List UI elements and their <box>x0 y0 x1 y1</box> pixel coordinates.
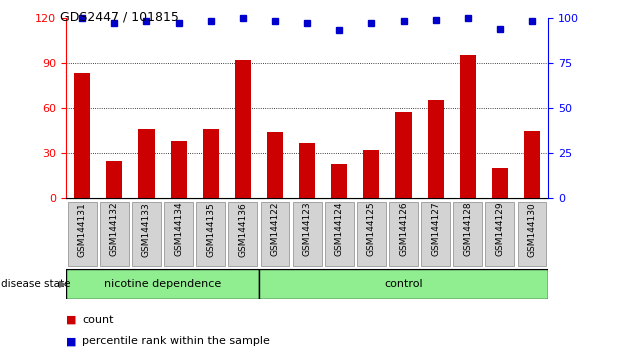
Bar <box>518 202 546 266</box>
Text: GDS2447 / 101815: GDS2447 / 101815 <box>60 11 179 24</box>
Bar <box>293 202 321 266</box>
Bar <box>197 202 225 266</box>
Bar <box>235 60 251 198</box>
Bar <box>460 55 476 198</box>
Text: GSM144123: GSM144123 <box>302 202 312 256</box>
Text: percentile rank within the sample: percentile rank within the sample <box>82 336 270 346</box>
Text: GSM144131: GSM144131 <box>77 202 87 257</box>
Bar <box>203 129 219 198</box>
Bar <box>74 73 90 198</box>
Text: GSM144133: GSM144133 <box>142 202 151 257</box>
Bar <box>389 202 418 266</box>
Bar <box>139 129 154 198</box>
Bar <box>100 202 129 266</box>
Bar <box>524 131 540 198</box>
Bar <box>68 202 96 266</box>
Text: ■: ■ <box>66 336 77 346</box>
Bar <box>428 101 444 198</box>
Bar <box>364 150 379 198</box>
Bar <box>164 202 193 266</box>
Bar <box>261 202 289 266</box>
Bar <box>331 164 347 198</box>
Text: GSM144126: GSM144126 <box>399 202 408 256</box>
Bar <box>486 202 514 266</box>
Text: ▶: ▶ <box>59 279 66 289</box>
Text: GSM144124: GSM144124 <box>335 202 344 256</box>
Text: GSM144125: GSM144125 <box>367 202 376 256</box>
Bar <box>267 132 283 198</box>
Bar <box>66 269 259 299</box>
Text: control: control <box>384 279 423 289</box>
Text: count: count <box>82 315 113 325</box>
Bar <box>492 168 508 198</box>
Bar <box>299 143 315 198</box>
Text: ■: ■ <box>66 315 77 325</box>
Bar <box>357 202 386 266</box>
Text: GSM144128: GSM144128 <box>463 202 472 256</box>
Bar <box>325 202 353 266</box>
Text: GSM144127: GSM144127 <box>431 202 440 256</box>
Bar <box>421 202 450 266</box>
Text: GSM144134: GSM144134 <box>174 202 183 256</box>
Text: GSM144122: GSM144122 <box>270 202 280 256</box>
Bar <box>229 202 257 266</box>
Bar <box>106 161 122 198</box>
Text: GSM144130: GSM144130 <box>527 202 537 257</box>
Bar <box>171 141 186 198</box>
Text: GSM144136: GSM144136 <box>238 202 248 257</box>
Bar <box>396 113 411 198</box>
Text: GSM144132: GSM144132 <box>110 202 119 256</box>
Text: GSM144129: GSM144129 <box>495 202 505 256</box>
Bar <box>259 269 548 299</box>
Bar <box>132 202 161 266</box>
Text: disease state: disease state <box>1 279 71 289</box>
Text: GSM144135: GSM144135 <box>206 202 215 257</box>
Bar <box>454 202 482 266</box>
Text: nicotine dependence: nicotine dependence <box>104 279 221 289</box>
